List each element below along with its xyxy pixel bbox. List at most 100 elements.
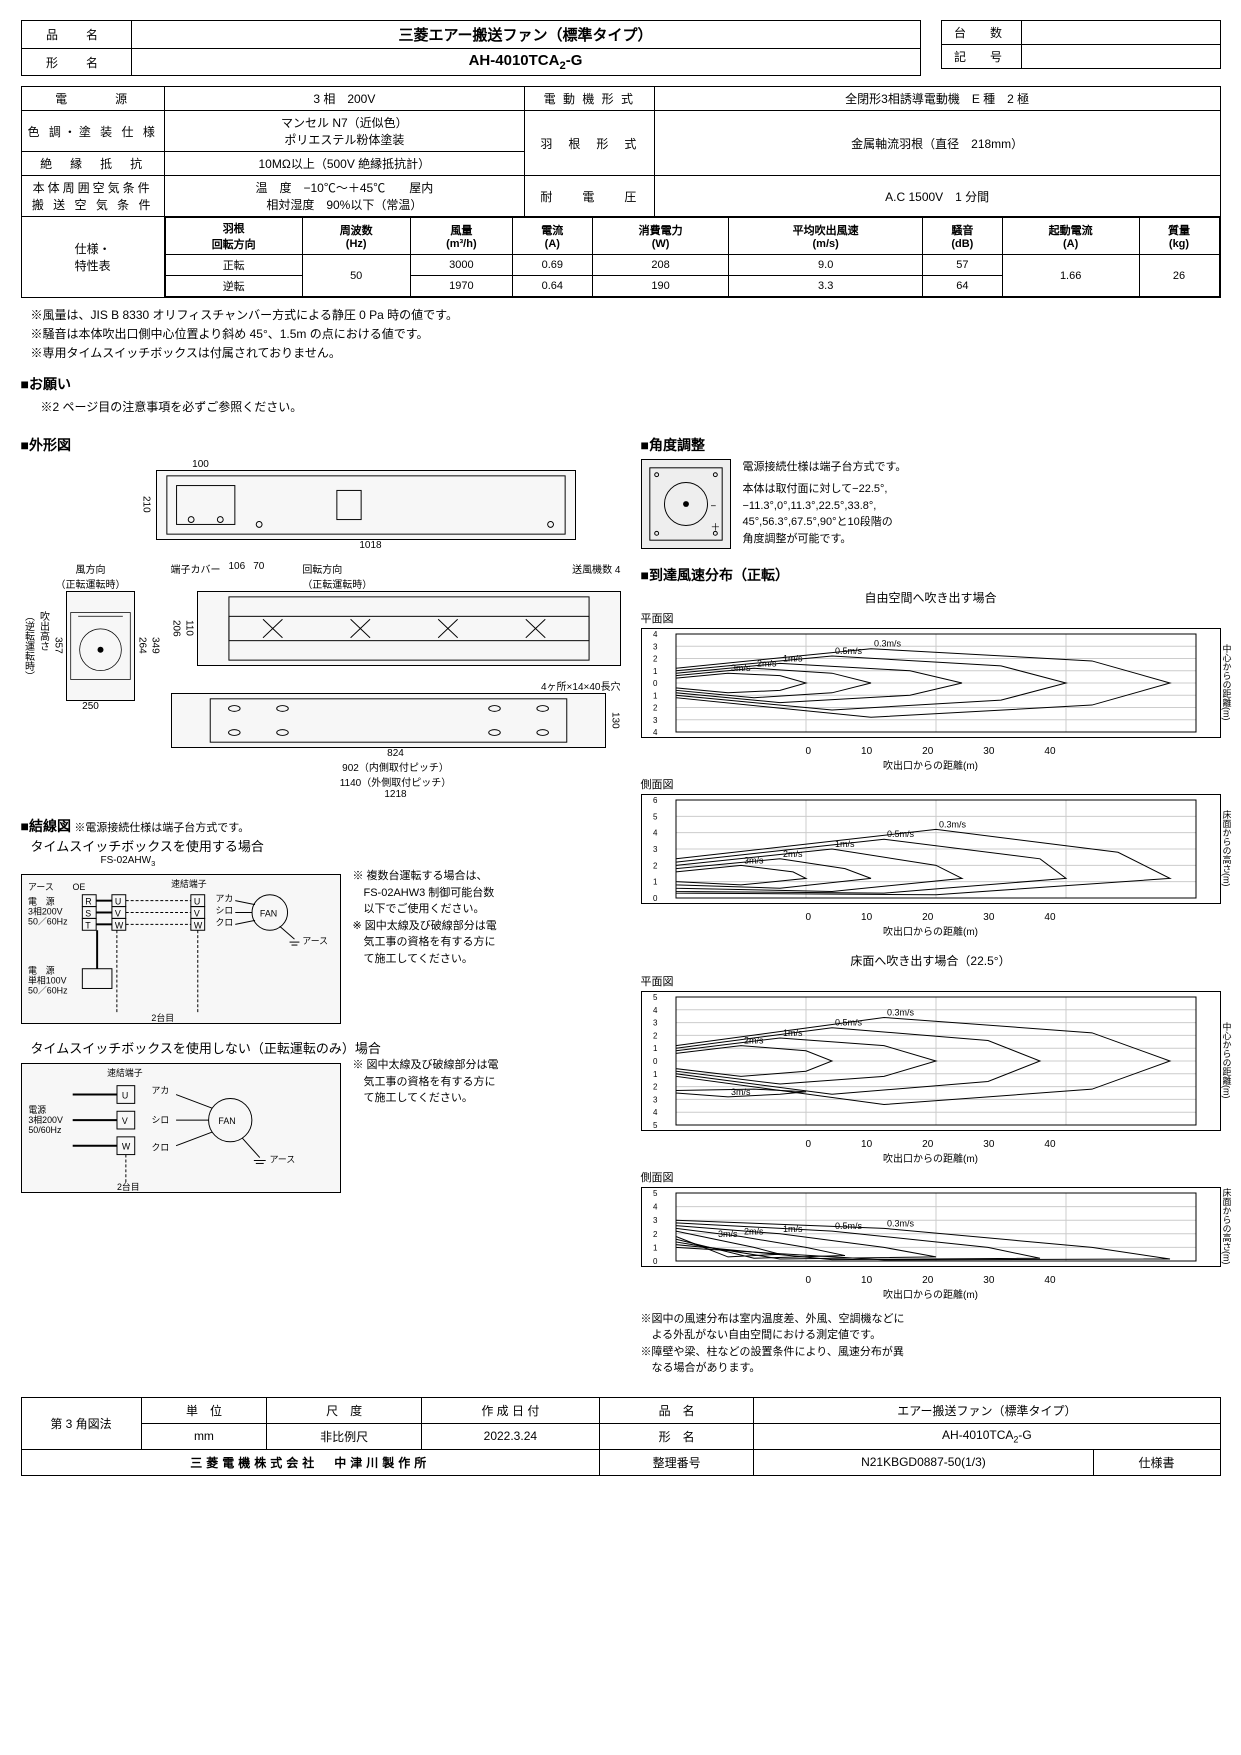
svg-text:2: 2 — [653, 1082, 658, 1091]
chart-floor-side: 0123453m/s2m/s1m/s0.5m/s0.3m/s 床面からの高さ(m… — [641, 1187, 1221, 1267]
y-axis-label-4: 床面からの高さ(m) — [1221, 1188, 1234, 1266]
svg-text:3相200V: 3相200V — [28, 1114, 63, 1125]
svg-text:50／60Hz: 50／60Hz — [28, 985, 67, 995]
footer-table: 第 3 角図法 単 位 尺 度 作 成 日 付 品 名 エアー搬送ファン（標準タ… — [21, 1397, 1221, 1476]
note-3: ※専用タイムスイッチボックスは付属されておりません。 — [31, 344, 1221, 363]
wiring-text-1: ※ 複数台運転する場合は、 FS-02AHW3 制御可能台数 以下でご使用くださ… — [353, 868, 497, 1030]
spec-label: 羽 根 形 式 — [524, 111, 654, 176]
svg-text:6: 6 — [653, 796, 658, 805]
footer-model-label: 形 名 — [599, 1423, 753, 1449]
svg-text:1: 1 — [653, 1243, 658, 1252]
angle-diagram: − ＋ — [641, 459, 731, 549]
char-header: 風量 (m³/h) — [410, 218, 512, 255]
svg-text:2台目: 2台目 — [151, 1012, 174, 1023]
svg-text:2: 2 — [653, 1031, 658, 1040]
outline-front-view — [197, 591, 621, 666]
scale-val: 非比例尺 — [267, 1423, 421, 1449]
qty-label: 台 数 — [941, 21, 1021, 45]
header-right-table: 台 数 記 号 — [941, 20, 1221, 69]
header-left-table: 品 名 三菱エアー搬送ファン（標準タイプ） 形 名 AH-4010TCA2-G — [21, 20, 921, 76]
svg-text:S: S — [85, 909, 91, 919]
svg-text:3: 3 — [653, 1216, 658, 1225]
char-header: 騒音 (dB) — [922, 218, 1002, 255]
svg-text:FAN: FAN — [259, 909, 276, 919]
svg-text:5: 5 — [653, 812, 658, 821]
svg-text:速結端子: 速結端子 — [171, 878, 207, 889]
svg-text:0: 0 — [653, 1057, 658, 1066]
svg-text:5: 5 — [653, 1189, 658, 1198]
svg-text:電 源: 電 源 — [28, 966, 55, 976]
svg-text:0: 0 — [653, 679, 658, 688]
sym-value — [1021, 45, 1220, 69]
dim-106: 106 — [229, 561, 246, 591]
date-label: 作 成 日 付 — [421, 1397, 599, 1423]
char-cell: 逆転 — [165, 276, 302, 297]
wiring-sub1: タイムスイッチボックスを使用する場合 — [31, 836, 621, 855]
svg-text:U: U — [114, 897, 120, 907]
angle-title: ■角度調整 — [641, 435, 1221, 455]
char-cell: 1970 — [410, 276, 512, 297]
svg-text:FAN: FAN — [218, 1116, 235, 1126]
char-cell: 0.64 — [512, 276, 592, 297]
char-cell: 0.69 — [512, 255, 592, 276]
wiring-sub2: タイムスイッチボックスを使用しない（正転運転のみ）場合 — [31, 1038, 621, 1057]
char-header: 質量 (kg) — [1139, 218, 1219, 255]
svg-text:50／60Hz: 50／60Hz — [28, 916, 67, 926]
svg-text:5: 5 — [653, 993, 658, 1002]
svg-text:−: − — [710, 500, 716, 511]
date-val: 2022.3.24 — [421, 1423, 599, 1449]
y-axis-label-3: 中心からの距離(m) — [1221, 992, 1234, 1130]
svg-text:0.3m/s: 0.3m/s — [939, 819, 967, 829]
angle-text-1: 電源接続仕様は端子台方式です。 — [743, 459, 907, 476]
svg-text:1: 1 — [653, 666, 658, 675]
svg-text:シロ: シロ — [215, 906, 233, 916]
chart-plan-label-1: 平面図 — [641, 610, 1221, 626]
name-val: エアー搬送ファン（標準タイプ） — [754, 1397, 1220, 1423]
note-2: ※騒音は本体吹出口側中心位置より斜め 45°、1.5m の点における値です。 — [31, 325, 1221, 344]
svg-text:T: T — [85, 920, 91, 930]
svg-text:0: 0 — [653, 1257, 658, 1266]
notes-block: ※風量は、JIS B 8330 オリフィスチャンバー方式による静圧 0 Pa 時… — [21, 306, 1221, 364]
product-label: 品 名 — [21, 21, 131, 49]
outline-title: ■外形図 — [21, 435, 621, 455]
wiring-note: ※電源接続仕様は端子台方式です。 — [74, 822, 249, 834]
rot-label: 回転方向 （正転運転時） — [302, 561, 372, 591]
wiring-model: FS-02AHW3 — [101, 855, 621, 868]
svg-text:2: 2 — [653, 703, 658, 712]
spec-label: 耐 電 圧 — [524, 176, 654, 217]
svg-text:0.3m/s: 0.3m/s — [874, 638, 902, 648]
svg-text:1: 1 — [653, 691, 658, 700]
svg-text:1: 1 — [653, 877, 658, 886]
char-header: 平均吹出風速 (m/s) — [729, 218, 922, 255]
footer-model-val: AH-4010TCA2-G — [942, 1428, 1032, 1442]
char-cell: 9.0 — [729, 255, 922, 276]
svg-text:OE: OE — [72, 882, 85, 892]
svg-text:3: 3 — [653, 642, 658, 651]
char-cell: 208 — [592, 255, 729, 276]
wiring-text-2: ※ 図中太線及び破線部分は電 気工事の資格を有する方に て施工してください。 — [353, 1057, 499, 1199]
svg-text:2台目: 2台目 — [117, 1181, 140, 1192]
spec-label: 電 源 — [21, 87, 164, 111]
spec-label: 電 動 機 形 式 — [524, 87, 654, 111]
dim-210: 210 — [141, 496, 152, 513]
dim-1018: 1018 — [161, 540, 581, 551]
y-axis-label-1: 中心からの距離(m) — [1221, 629, 1234, 737]
svg-text:アース: アース — [269, 1155, 295, 1165]
char-cell: 190 — [592, 276, 729, 297]
fan-count: 送風機数 4 — [572, 561, 620, 591]
cover-label: 端子カバー — [171, 561, 221, 591]
dim-264: 264 — [137, 637, 148, 654]
dim-130: 130 — [610, 712, 621, 729]
outline-side-view — [66, 591, 135, 701]
char-cell: 57 — [922, 255, 1002, 276]
dist-title: ■到達風速分布（正転） — [641, 565, 1221, 585]
sym-label: 記 号 — [941, 45, 1021, 69]
dim-100: 100 — [161, 459, 241, 470]
svg-text:U: U — [121, 1091, 127, 1101]
char-header: 周波数 (Hz) — [302, 218, 410, 255]
svg-text:単相100V: 単相100V — [28, 975, 67, 986]
svg-text:3: 3 — [653, 715, 658, 724]
spec-value: A.C 1500V 1 分間 — [654, 176, 1220, 217]
svg-text:2: 2 — [653, 861, 658, 870]
product-value: 三菱エアー搬送ファン（標準タイプ） — [131, 21, 920, 49]
